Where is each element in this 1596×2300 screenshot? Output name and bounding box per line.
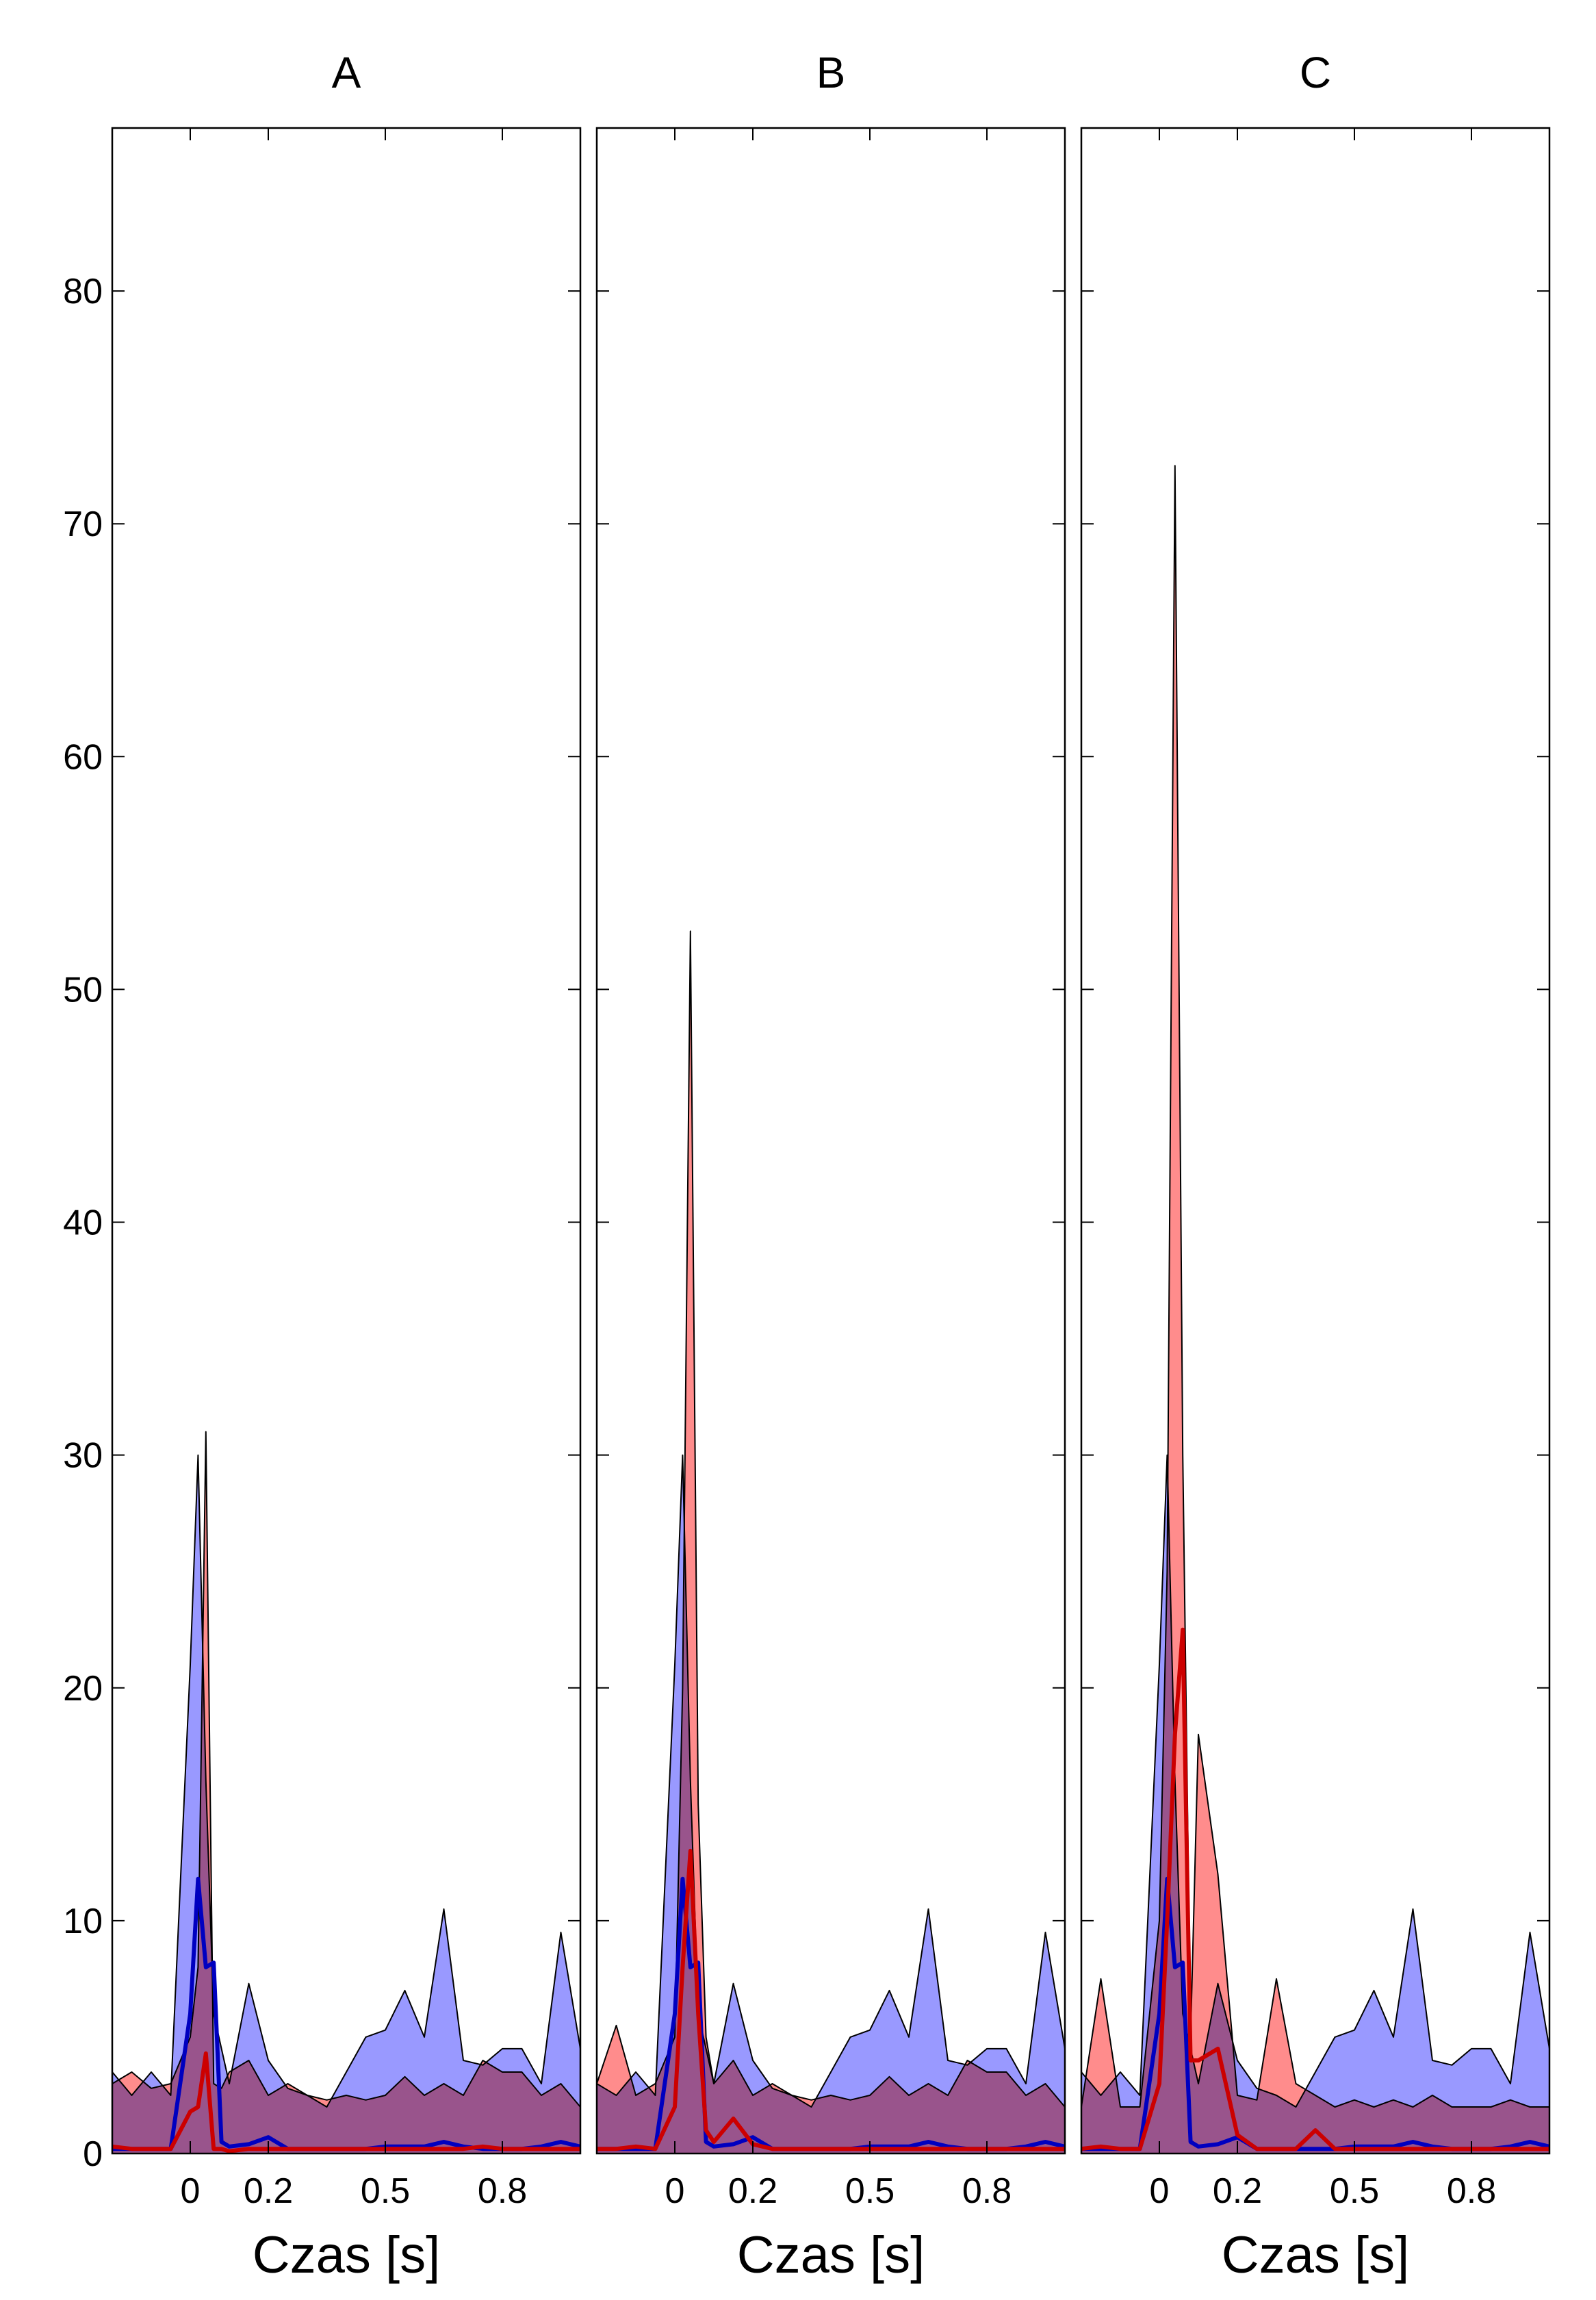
x-tick-label: 0 xyxy=(665,2171,685,2211)
red-band xyxy=(112,1431,580,2154)
x-tick-label: 0 xyxy=(1150,2171,1170,2211)
plot-frame xyxy=(111,127,582,2155)
x-tick-label: 0.5 xyxy=(1330,2171,1379,2211)
red-mean-line xyxy=(597,1848,1065,2151)
panel-title: B xyxy=(816,48,846,97)
x-tick-label: 0.2 xyxy=(244,2171,293,2211)
y-tick-label: 60 xyxy=(63,737,103,777)
panels: 0 0.2 0.5 0.8 0 10 20 30 40 50 60 70 80 A Czas [s] 0 0.2… xyxy=(63,48,1551,2284)
x-tick-label: 0.5 xyxy=(845,2171,894,2211)
plot-frame xyxy=(595,127,1066,2155)
x-tick-label: 0.2 xyxy=(728,2171,777,2211)
x-tick-label: 0.2 xyxy=(1213,2171,1262,2211)
red-mean-line xyxy=(112,2051,580,2154)
plot-frame xyxy=(1080,127,1551,2155)
y-tick-label: 10 xyxy=(63,1902,103,1941)
x-tick-label: 0.8 xyxy=(478,2171,527,2211)
panel-title: A xyxy=(332,48,361,97)
x-axis-label: Czas [s] xyxy=(1222,2226,1410,2284)
panel-title: C xyxy=(1300,48,1331,97)
x-tick-label: 0 xyxy=(181,2171,201,2211)
y-tick-label: 70 xyxy=(63,504,103,544)
plot-area xyxy=(597,930,1065,2154)
y-tick-label: 40 xyxy=(63,1203,103,1243)
chart-panel-2: 0 0.2 0.5 0.8 B Czas [s] xyxy=(595,48,1066,2284)
x-tick-label: 0.8 xyxy=(962,2171,1012,2211)
x-tick-label: 0.8 xyxy=(1447,2171,1496,2211)
y-tick-label: 80 xyxy=(63,272,103,311)
x-tick-label: 0.5 xyxy=(361,2171,410,2211)
plot-area xyxy=(1081,465,1549,2154)
chart-panel-1: 0 0.2 0.5 0.8 0 10 20 30 40 50 60 70 80 A Czas [s] xyxy=(63,48,582,2284)
x-axis-label: Czas [s] xyxy=(253,2226,441,2284)
y-tick-label: 20 xyxy=(63,1669,103,1709)
y-tick-label: 30 xyxy=(63,1436,103,1476)
y-tick-label: 50 xyxy=(63,970,103,1010)
red-mean-line xyxy=(1081,1627,1549,2151)
chart-panel-3: 0 0.2 0.5 0.8 C Czas [s] xyxy=(1080,48,1551,2284)
x-axis-label: Czas [s] xyxy=(737,2226,925,2284)
red-band xyxy=(1081,465,1549,2154)
y-tick-label: 0 xyxy=(83,2134,103,2174)
plot-area xyxy=(112,1431,580,2154)
red-band xyxy=(597,930,1065,2154)
